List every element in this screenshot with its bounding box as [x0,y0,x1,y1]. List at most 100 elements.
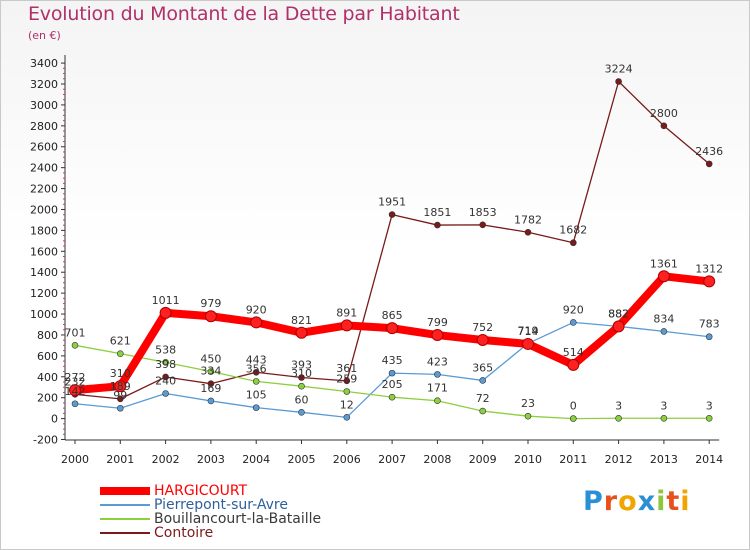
data-point [117,404,124,412]
data-label: 240 [155,375,176,388]
data-point [117,395,124,403]
data-label: 865 [382,309,403,322]
data-label: 1782 [514,213,542,226]
data-point [207,368,215,375]
data-label: 783 [699,318,720,331]
data-point [524,412,532,420]
data-label: 891 [336,306,357,319]
data-point [162,359,169,366]
data-point [252,368,260,376]
data-point [569,319,577,326]
data-point [162,390,169,397]
data-point [660,122,668,130]
data-point [117,350,124,357]
data-point [431,329,444,342]
y-tick-label: 0 [51,413,58,426]
data-label: 1951 [378,196,406,209]
data-point [657,270,670,283]
y-tick-label: 1600 [30,245,58,258]
y-tick-label: 3400 [30,57,58,70]
data-point [159,306,172,319]
data-label: 2800 [650,107,678,120]
data-point [434,397,441,405]
data-label: 398 [155,358,176,371]
data-label: 3224 [605,62,633,75]
data-label: 60 [295,393,309,406]
data-point [162,373,169,381]
data-point [567,358,580,371]
x-tick-label: 2008 [423,453,451,466]
x-tick-label: 2006 [333,453,361,466]
data-label: 232 [65,375,86,388]
y-tick-label: 400 [37,371,58,384]
data-point [660,328,668,335]
y-tick-label: 1000 [30,308,58,321]
y-tick-label: 2000 [30,203,58,216]
data-label: 205 [382,378,403,391]
data-point [114,380,127,393]
legend-swatch [100,518,150,520]
data-point [343,414,351,421]
legend-label: Bouillancourt-la-Bataille [154,511,322,527]
data-label: 538 [155,343,176,356]
data-label: 2436 [695,145,723,158]
data-label: 310 [291,367,312,380]
logo-letter: r [603,486,619,517]
data-label: 979 [200,297,221,310]
y-tick-label: 800 [37,329,58,342]
data-label: 356 [246,362,267,375]
data-label: 171 [427,382,448,395]
data-label: 423 [427,355,448,368]
chart-title: Evolution du Montant de la Dette par Hab… [28,3,460,25]
data-label: 393 [291,359,312,372]
data-point [71,342,79,349]
data-point [69,384,81,397]
data-label: 799 [427,316,448,329]
data-label: 719 [518,324,539,337]
data-label: 920 [246,303,267,316]
y-tick-label: 2600 [30,141,58,154]
x-tick-label: 2012 [605,453,633,466]
data-label: 834 [653,312,674,325]
data-point [207,397,215,405]
data-point [388,393,396,401]
y-tick-label: 1800 [30,224,58,237]
legend-label: Pierrepont-sur-Avre [154,497,288,513]
data-point [524,228,532,236]
data-label: 882 [608,307,629,320]
x-tick-label: 2009 [469,453,497,466]
y-tick-label: 2800 [30,120,58,133]
data-point [479,221,487,229]
data-point [615,414,622,422]
data-label: 1682 [559,224,587,237]
x-tick-label: 2013 [650,453,678,466]
data-label: 23 [521,397,535,410]
data-point [343,388,351,395]
data-point [705,160,713,168]
data-point [569,415,577,422]
data-point [343,377,351,385]
data-label: 272 [65,371,86,384]
data-point [479,407,487,415]
x-tick-label: 2014 [695,453,723,466]
data-label: 514 [563,346,584,359]
data-point [388,211,396,218]
data-label: 99 [113,389,127,402]
data-point [703,275,716,288]
x-tick-label: 2010 [514,453,542,466]
x-tick-label: 2000 [61,453,89,466]
data-point [298,409,305,416]
data-label: 450 [200,353,221,366]
y-tick-label: -200 [33,434,58,447]
data-point [298,382,305,390]
x-tick-label: 2005 [288,453,316,466]
data-label: 361 [336,362,357,375]
x-tick-label: 2003 [197,453,225,466]
y-tick-label: 200 [37,392,58,405]
logo-letter: x [637,486,657,517]
data-point [250,316,263,329]
data-label: 920 [563,303,584,316]
data-label: 443 [246,353,267,366]
data-point [295,326,308,339]
